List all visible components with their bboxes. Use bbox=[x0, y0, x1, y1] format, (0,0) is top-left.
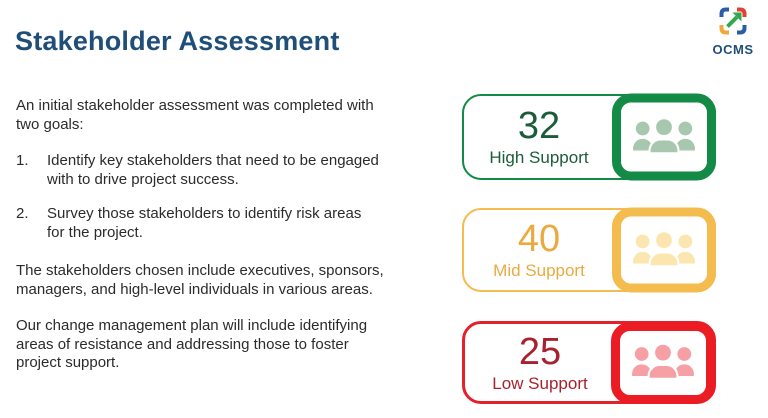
page-title: Stakeholder Assessment bbox=[15, 26, 340, 56]
stat-value: 40 bbox=[517, 218, 561, 260]
people-icon-badge bbox=[612, 207, 716, 293]
stat-card-mid-support: 40 Mid Support bbox=[462, 207, 716, 293]
logo-arrow-head bbox=[732, 12, 742, 22]
stat-value: 32 bbox=[517, 105, 561, 147]
list-item-text: Survey those stakeholders to identify ri… bbox=[47, 205, 362, 241]
stat-card-low-support: 25 Low Support bbox=[462, 321, 716, 404]
list-item-text: Identify key stakeholders that need to b… bbox=[47, 152, 379, 188]
stat-card-text: 25 Low Support bbox=[465, 324, 615, 401]
logo-segment-top-left bbox=[719, 7, 729, 17]
goal-list: 1. Identify key stakeholders that need t… bbox=[16, 152, 441, 242]
stat-card-high-support: 32 High Support bbox=[462, 93, 716, 181]
ocms-logo-icon bbox=[719, 7, 747, 35]
stat-label: Mid Support bbox=[493, 261, 585, 280]
logo-segment-bottom-left bbox=[719, 25, 729, 35]
list-item-number: 2. bbox=[16, 205, 29, 222]
logo-arrow-shaft bbox=[726, 15, 739, 28]
logo-segment-top-right bbox=[737, 7, 747, 17]
plan-paragraph: Our change management plan will include … bbox=[16, 317, 368, 371]
ocms-logo: OCMS bbox=[708, 6, 758, 57]
stat-label: High Support bbox=[489, 148, 589, 167]
stat-card-text: 40 Mid Support bbox=[464, 210, 614, 290]
people-icon bbox=[633, 230, 695, 268]
people-icon bbox=[633, 117, 695, 155]
stakeholders-paragraph: The stakeholders chosen include executiv… bbox=[16, 262, 384, 298]
list-item: 2. Survey those stakeholders to identify… bbox=[16, 205, 441, 242]
people-icon bbox=[632, 343, 694, 381]
stat-value: 25 bbox=[518, 330, 562, 373]
intro-paragraph: An initial stakeholder assessment was co… bbox=[16, 97, 374, 133]
ocms-logo-text: OCMS bbox=[712, 42, 754, 57]
people-icon-badge bbox=[611, 321, 715, 404]
list-item: 1. Identify key stakeholders that need t… bbox=[16, 152, 441, 189]
logo-segment-bottom-right bbox=[737, 25, 747, 35]
stat-card-text: 32 High Support bbox=[464, 96, 614, 178]
stat-label: Low Support bbox=[492, 373, 588, 393]
people-icon-badge bbox=[612, 93, 716, 181]
body-text: An initial stakeholder assessment was co… bbox=[16, 97, 441, 373]
list-item-number: 1. bbox=[16, 152, 29, 169]
